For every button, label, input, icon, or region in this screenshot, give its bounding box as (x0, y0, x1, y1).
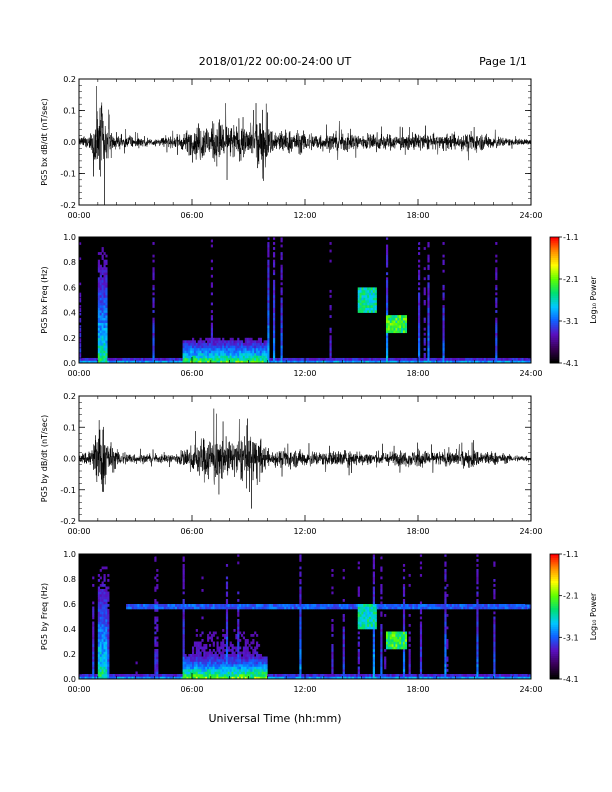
x-tick-label: 24:00 (519, 369, 542, 378)
x-tick-label: 12:00 (293, 527, 316, 536)
y-tick-label: 0.2 (63, 75, 76, 84)
panel-bx-waveform: 00:00 06:00 12:00 18:00 24:00 -0.2 -0.1 0.0 0.1 0… (40, 75, 543, 220)
x-tick-label: 24:00 (519, 685, 542, 694)
x-tick-label: 18:00 (406, 685, 429, 694)
y-tick-label: 0.8 (63, 575, 76, 584)
y-tick-label: 1.0 (63, 233, 76, 242)
y-tick-label: 0.8 (63, 258, 76, 267)
x-tick-label: 00:00 (67, 369, 90, 378)
waveform-trace (79, 408, 531, 509)
x-tick-label: 00:00 (67, 685, 90, 694)
y-axis-label: PG5 by Freq (Hz) (40, 583, 49, 650)
colorbar-frame (549, 236, 560, 364)
x-tick-label: 18:00 (406, 527, 429, 536)
colorbar: -1.1 -2.1 -3.1 -4.1 Log₁₀ Power (549, 550, 598, 684)
y-tick-label: 0.6 (63, 283, 76, 292)
y-axis-label: PG5 by dB/dt (nT/sec) (40, 415, 49, 502)
colorbar: -1.1 -2.1 -3.1 -4.1 Log₁₀ Power (549, 233, 598, 368)
colorbar-tick-label: -4.1 (563, 359, 579, 368)
x-tick-label: 12:00 (293, 685, 316, 694)
spectrogram-background (79, 237, 531, 363)
x-tick-label: 12:00 (293, 369, 316, 378)
spectrogram-image (79, 554, 532, 680)
colorbar-label: Log₁₀ Power (589, 276, 598, 324)
panel-by-spectrogram: 00:00 06:00 12:00 18:00 24:00 0.0 0.2 0.4 0.6 0.8… (40, 550, 543, 694)
colorbar-tick-label: -2.1 (563, 592, 579, 601)
y-tick-label: 0.2 (63, 334, 76, 343)
x-tick-label: 00:00 (67, 527, 90, 536)
y-tick-label: 0.0 (63, 675, 76, 684)
y-tick-label: -0.2 (60, 517, 76, 526)
colorbar-tick-label: -3.1 (563, 317, 579, 326)
figure-title: 2018/01/22 00:00-24:00 UT (199, 55, 352, 68)
plot-frame (78, 236, 532, 364)
x-tick-label: 06:00 (180, 369, 203, 378)
page-number: Page 1/1 (479, 55, 527, 68)
plot-frame (78, 395, 532, 522)
y-tick-label: 0.0 (63, 138, 76, 147)
plot-frame (78, 553, 532, 680)
y-tick-label: 1.0 (63, 550, 76, 559)
x-tick-label: 06:00 (180, 685, 203, 694)
y-tick-label: 0.0 (63, 359, 76, 368)
x-tick-label: 24:00 (519, 527, 542, 536)
y-tick-label: 0.4 (63, 625, 76, 634)
y-tick-label: 0.1 (63, 423, 76, 432)
x-tick-label: 18:00 (406, 211, 429, 220)
x-tick-label: 18:00 (406, 369, 429, 378)
panel-bx-spectrogram: 00:00 06:00 12:00 18:00 24:00 0.0 0.2 0.4 0.6 0.8… (40, 233, 543, 378)
y-tick-label: -0.1 (60, 486, 76, 495)
y-tick-label: -0.1 (60, 170, 76, 179)
colorbar-tick-label: -4.1 (563, 675, 579, 684)
y-tick-label: 0.2 (63, 650, 76, 659)
y-tick-label: 0.1 (63, 107, 76, 116)
x-tick-label: 12:00 (293, 211, 316, 220)
y-tick-label: 0.2 (63, 392, 76, 401)
y-axis-label: PG5 bx dB/dt (nT/sec) (40, 98, 49, 185)
y-tick-label: 0.6 (63, 600, 76, 609)
y-tick-label: 0.0 (63, 455, 76, 464)
panel-by-waveform: 00:00 06:00 12:00 18:00 24:00 -0.2 -0.1 0.0 0.1 0… (40, 392, 543, 536)
y-tick-label: 0.4 (63, 309, 76, 318)
spectrogram-image (79, 237, 532, 364)
x-tick-label: 06:00 (180, 527, 203, 536)
x-tick-label: 24:00 (519, 211, 542, 220)
y-tick-label: -0.2 (60, 201, 76, 210)
colorbar-tick-label: -2.1 (563, 275, 579, 284)
spectrogram-background (79, 554, 531, 679)
colorbar-label: Log₁₀ Power (589, 592, 598, 640)
x-tick-label: 06:00 (180, 211, 203, 220)
colorbar-frame (549, 553, 560, 680)
y-axis-label: PG5 bx Freq (Hz) (40, 266, 49, 333)
waveform-trace (79, 86, 531, 205)
x-tick-label: 00:00 (67, 211, 90, 220)
colorbar-tick-label: -3.1 (563, 633, 579, 642)
colorbar-tick-label: -1.1 (563, 233, 579, 242)
colorbar-tick-label: -1.1 (563, 550, 579, 559)
plot-frame (78, 78, 532, 206)
x-axis-label: Universal Time (hh:mm) (209, 712, 342, 725)
